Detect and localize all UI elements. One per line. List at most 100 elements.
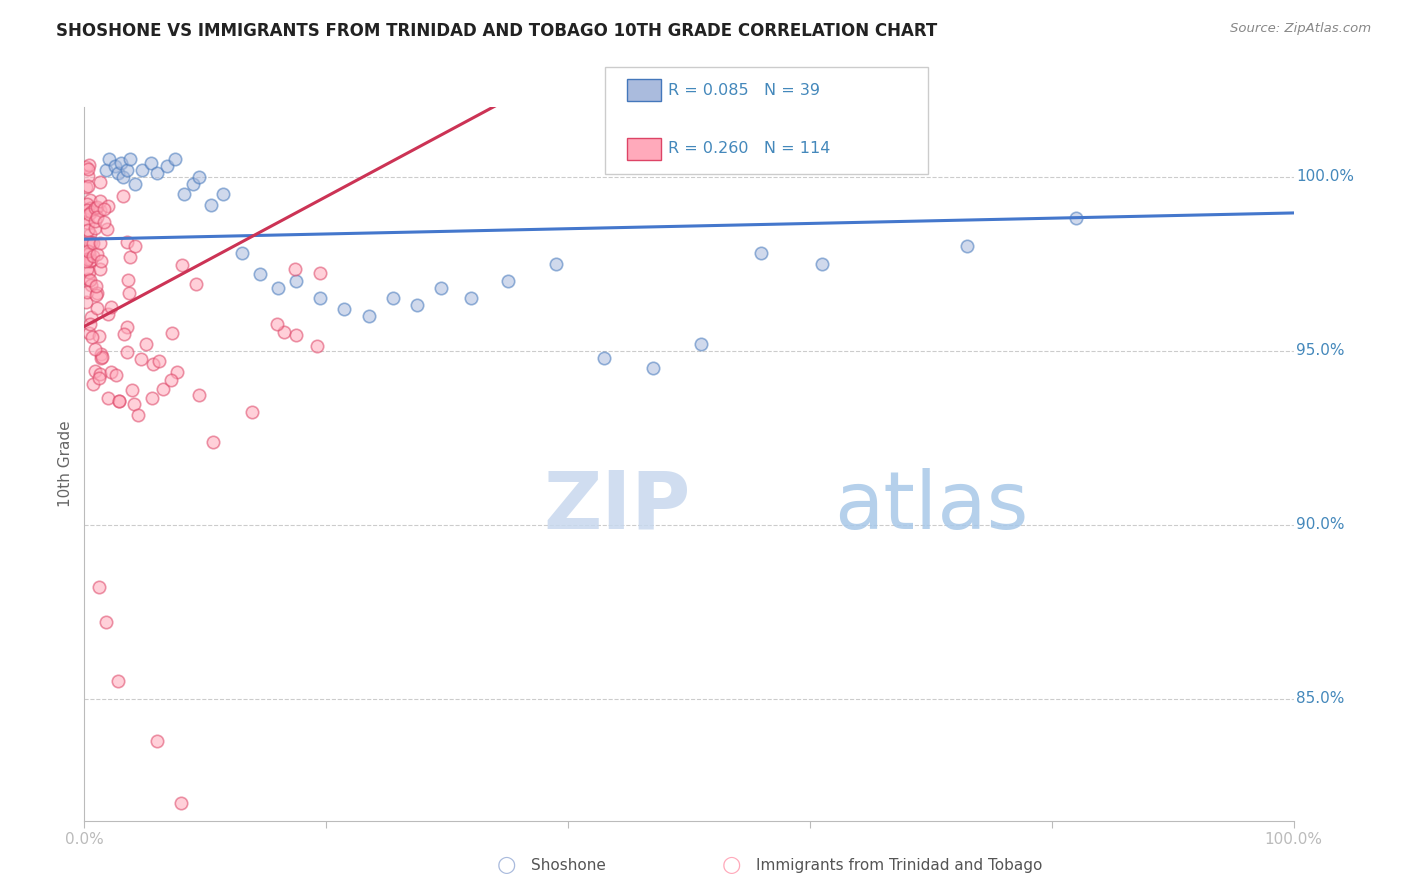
Point: [80, 205, 103, 219]
Point: [284, 274, 308, 288]
Point: [75, 211, 97, 226]
Point: [811, 257, 834, 271]
Point: [80, 310, 103, 325]
Text: 100.0%: 100.0%: [1296, 169, 1354, 184]
Point: [333, 301, 356, 316]
Point: [104, 368, 127, 382]
Point: [90, 350, 112, 364]
Point: [89, 367, 111, 381]
Point: [305, 339, 328, 353]
Point: [496, 274, 519, 288]
Point: [77, 178, 100, 193]
Text: 85.0%: 85.0%: [1296, 691, 1344, 706]
Point: [131, 351, 153, 366]
Text: ○: ○: [496, 855, 516, 875]
Point: [90, 347, 112, 361]
Point: [93, 215, 115, 229]
Point: [184, 277, 207, 291]
Point: [110, 155, 132, 169]
Point: [84, 201, 107, 215]
Point: [107, 394, 129, 409]
Point: [100, 365, 122, 379]
Point: [107, 166, 129, 180]
Point: [120, 153, 142, 167]
Point: [76, 169, 98, 183]
Point: [273, 325, 295, 339]
Point: [118, 251, 141, 265]
Point: [118, 286, 141, 301]
Point: [127, 409, 149, 423]
Point: [139, 155, 162, 169]
Point: [79, 201, 101, 215]
Point: [76, 202, 98, 217]
Point: [357, 309, 380, 323]
Point: [89, 194, 111, 208]
Point: [76, 197, 98, 211]
Point: [152, 382, 174, 396]
Point: [146, 166, 169, 180]
Point: [93, 202, 115, 217]
Text: Immigrants from Trinidad and Tobago: Immigrants from Trinidad and Tobago: [756, 858, 1043, 872]
Point: [86, 210, 108, 224]
Point: [641, 361, 664, 376]
Point: [160, 326, 183, 340]
Point: [240, 405, 263, 419]
Point: [200, 197, 222, 211]
Point: [124, 397, 146, 411]
Point: [309, 292, 332, 306]
Point: [89, 203, 111, 218]
Point: [80, 252, 103, 267]
Point: [76, 161, 98, 176]
Point: [86, 286, 108, 301]
Point: [142, 357, 165, 371]
Point: [82, 376, 104, 391]
Point: [80, 278, 103, 293]
Point: [79, 193, 101, 207]
Point: [79, 272, 101, 286]
Point: [956, 239, 979, 253]
Point: [231, 246, 253, 260]
Text: Shoshone: Shoshone: [531, 858, 606, 872]
Point: [90, 351, 112, 365]
Point: [94, 162, 117, 177]
Point: [97, 153, 120, 167]
Point: [77, 216, 100, 230]
Point: [100, 300, 122, 314]
Point: [87, 581, 110, 595]
Point: [89, 175, 111, 189]
Point: [75, 254, 97, 268]
Point: [124, 177, 146, 191]
Point: [188, 169, 211, 184]
Point: [89, 261, 111, 276]
Point: [141, 391, 163, 405]
Point: [285, 328, 308, 343]
Point: [86, 247, 108, 261]
Point: [77, 326, 100, 340]
Point: [267, 281, 290, 295]
Point: [86, 301, 108, 316]
Point: [187, 387, 209, 401]
Point: [77, 271, 100, 285]
Point: [266, 317, 288, 331]
Point: [173, 187, 195, 202]
Point: [94, 615, 117, 630]
Point: [75, 180, 97, 194]
Point: [146, 733, 169, 747]
Text: Source: ZipAtlas.com: Source: ZipAtlas.com: [1230, 22, 1371, 36]
Point: [163, 153, 186, 167]
Point: [430, 281, 453, 295]
Point: [76, 261, 98, 276]
Point: [170, 796, 193, 810]
Point: [249, 267, 271, 281]
Point: [84, 363, 107, 377]
Point: [75, 160, 97, 174]
Point: [86, 200, 108, 214]
Point: [75, 294, 97, 309]
Point: [108, 393, 131, 408]
Point: [1064, 211, 1087, 226]
Point: [77, 223, 100, 237]
Text: R = 0.085   N = 39: R = 0.085 N = 39: [668, 83, 820, 97]
Point: [121, 383, 143, 397]
Point: [159, 373, 181, 387]
Point: [308, 266, 330, 280]
